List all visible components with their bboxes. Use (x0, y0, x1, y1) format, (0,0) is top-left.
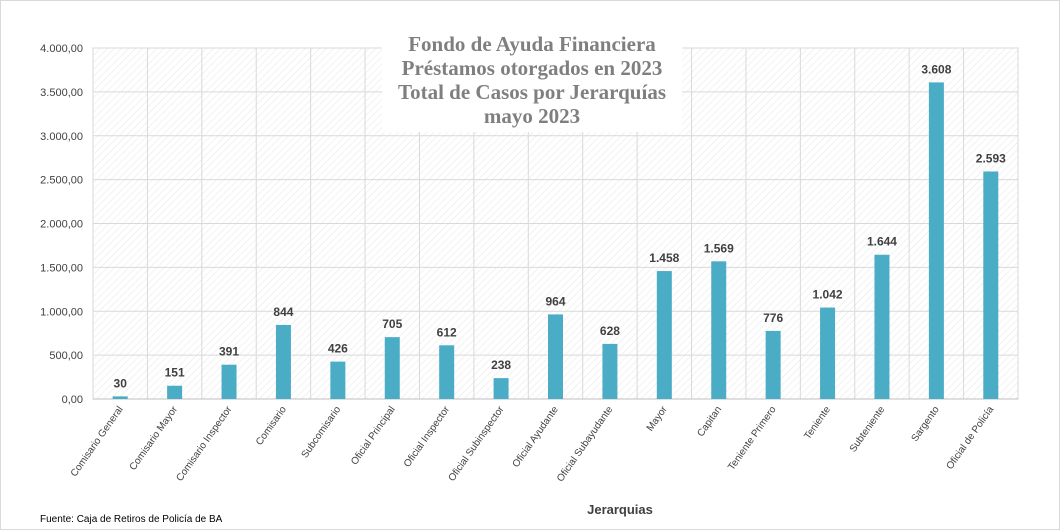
bar (874, 254, 890, 399)
bar (330, 361, 346, 399)
chart-title-line: Fondo de Ayuda Financiera (408, 32, 656, 56)
bar (384, 337, 400, 399)
x-tick-label: Subteniente (848, 404, 888, 454)
y-tick-label: 0,00 (62, 394, 83, 406)
data-label: 238 (491, 358, 511, 372)
y-tick-label: 2.000,00 (40, 219, 83, 231)
data-label: 628 (600, 324, 620, 338)
bar (602, 343, 618, 399)
x-tick-label: Oficial de Policía (945, 404, 997, 472)
y-tick-label: 3.000,00 (40, 131, 83, 143)
data-label: 1.644 (867, 235, 897, 249)
data-label: 844 (273, 305, 293, 319)
x-tick-label: Comisario General (69, 404, 126, 479)
x-tick-label: Comisario (254, 404, 289, 448)
x-tick-label: Oficial Inspector (402, 404, 453, 470)
bar (820, 307, 836, 399)
x-tick-label: Subcomisario (300, 404, 344, 460)
bar (928, 82, 944, 399)
x-axis-ticks: Comisario General Comisario MayorComisari… (69, 404, 997, 484)
bar (711, 261, 727, 399)
data-label: 2.593 (976, 151, 1006, 165)
y-axis-ticks: 0,00 500,00 1.000,00 1.500,00 2.000,00 2.500,… (40, 43, 83, 406)
y-tick-label: 500,00 (49, 350, 83, 362)
bar (983, 171, 999, 399)
x-tick-label: Teniente Primero (726, 404, 779, 473)
x-tick-label: Mayor (645, 404, 670, 434)
y-tick-label: 3.500,00 (40, 87, 83, 99)
bar (493, 378, 509, 399)
data-label: 964 (545, 294, 565, 308)
data-label: 705 (382, 317, 402, 331)
chart-title-line: mayo 2023 (483, 104, 581, 128)
x-tick-label: Sargento (910, 404, 943, 444)
x-tick-label: Comisario Mayor (128, 404, 181, 473)
data-label: 1.042 (813, 288, 843, 302)
bar (167, 385, 183, 399)
data-label: 3.608 (921, 62, 951, 76)
bar (439, 345, 455, 399)
x-tick-label: Oficial Ayudante (511, 404, 562, 470)
bar (112, 396, 128, 399)
y-tick-label: 1.000,00 (40, 306, 83, 318)
bar (221, 364, 237, 399)
data-label: 151 (165, 366, 185, 380)
data-label: 1.569 (704, 241, 734, 255)
data-label: 426 (328, 342, 348, 356)
x-tick-label: Comisario Inspector (174, 404, 234, 484)
data-label: 1.458 (649, 251, 679, 265)
chart-title-line: Total de Casos por Jerarquías (398, 80, 666, 104)
data-label: 776 (763, 311, 783, 325)
data-label: 612 (437, 325, 457, 339)
y-tick-label: 2.500,00 (40, 175, 83, 187)
x-tick-label: Oficial Subinspector (447, 404, 507, 484)
chart-title-line: Préstamos otorgados en 2023 (401, 56, 663, 80)
bar (275, 324, 291, 399)
source-note: Fuente: Caja de Retiros de Policía de BA (40, 514, 223, 525)
x-tick-label: Oficial Principal (349, 404, 398, 467)
data-label: 30 (114, 376, 128, 390)
data-labels: 30 151 391 844 426 705 612 238 964 628 1.458 1.569 7… (114, 62, 1007, 390)
x-tick-label: Teniente (802, 404, 833, 442)
data-label: 391 (219, 345, 239, 359)
bars (112, 82, 999, 399)
bar (548, 314, 563, 399)
x-axis-title: Jerarquias (587, 502, 653, 517)
x-tick-label: Capitan (695, 404, 724, 439)
bar (656, 271, 672, 399)
x-tick-label: Oficial Subayudante (555, 404, 616, 484)
y-tick-label: 1.500,00 (40, 262, 83, 274)
y-tick-label: 4.000,00 (40, 43, 83, 55)
chart-title: Fondo de Ayuda Financiera Préstamos otor… (382, 30, 682, 132)
bar (765, 330, 781, 399)
